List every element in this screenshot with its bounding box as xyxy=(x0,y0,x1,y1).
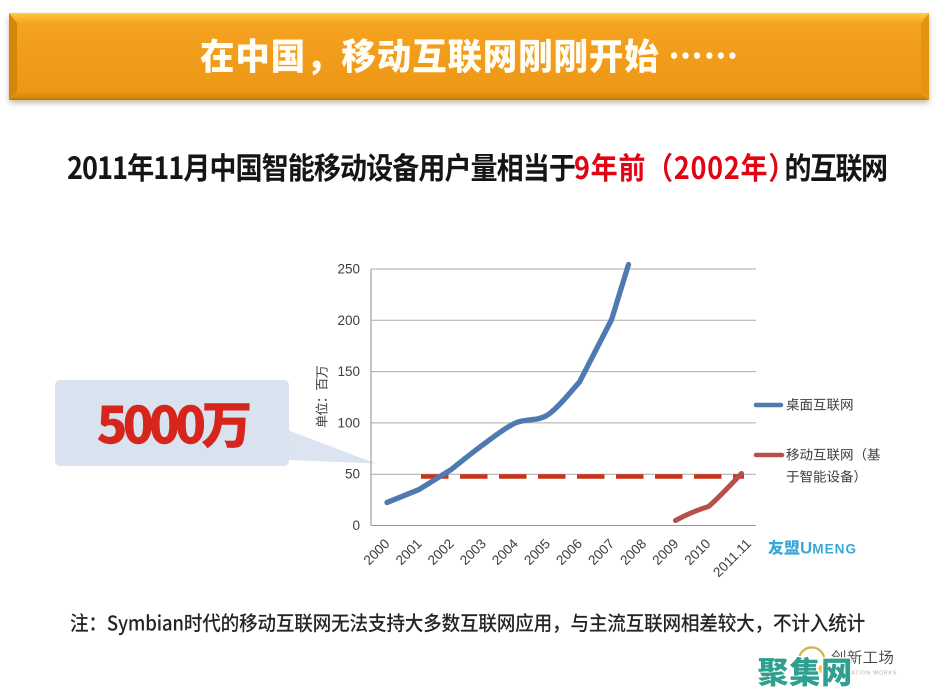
svg-text:100: 100 xyxy=(337,415,360,430)
svg-text:2004: 2004 xyxy=(489,536,521,568)
svg-text:0: 0 xyxy=(352,518,360,533)
svg-text:2001: 2001 xyxy=(393,536,425,568)
svg-text:2005: 2005 xyxy=(521,536,553,568)
svg-text:2011.11: 2011.11 xyxy=(710,536,754,580)
svg-text:UMENG: UMENG xyxy=(800,539,857,558)
svg-text:2009: 2009 xyxy=(649,536,681,568)
svg-text:200: 200 xyxy=(337,313,360,328)
svg-text:2002: 2002 xyxy=(425,536,457,568)
svg-text:150: 150 xyxy=(337,364,360,379)
svg-text:2003: 2003 xyxy=(457,536,489,568)
svg-text:2007: 2007 xyxy=(585,536,617,568)
svg-text:2000: 2000 xyxy=(361,536,393,568)
svg-text:50: 50 xyxy=(345,467,360,482)
svg-text:2006: 2006 xyxy=(553,536,585,568)
svg-text:INNOVATION WORKS: INNOVATION WORKS xyxy=(831,671,897,677)
svg-text:2008: 2008 xyxy=(617,536,649,568)
svg-text:2010: 2010 xyxy=(682,536,714,568)
svg-text:250: 250 xyxy=(337,262,360,277)
